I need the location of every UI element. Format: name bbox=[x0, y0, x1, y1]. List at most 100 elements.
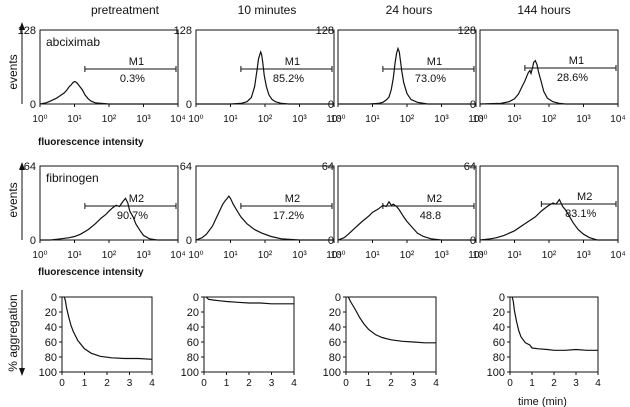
histogram-curve bbox=[479, 59, 618, 105]
x-tick-label: 10³ bbox=[136, 250, 151, 261]
x-tick-label: 10⁴ bbox=[170, 250, 185, 261]
gate-name-label: M2 bbox=[285, 193, 300, 205]
x-tick-label: 10¹ bbox=[223, 114, 238, 125]
y-tick-label: 80 bbox=[45, 352, 57, 364]
x-tick-label: 10⁰ bbox=[330, 250, 345, 261]
x-tick-label: 0 bbox=[59, 378, 65, 389]
y-tick-label: 64 bbox=[24, 161, 36, 173]
x-tick-label: 1 bbox=[366, 378, 372, 389]
panel-label-fibrinogen: fibrinogen bbox=[46, 171, 99, 185]
gate-name-label: M1 bbox=[427, 56, 442, 68]
y-tick-label: 64 bbox=[464, 161, 476, 173]
histogram-curve bbox=[337, 200, 476, 241]
x-tick-label: 10² bbox=[102, 250, 117, 261]
y-tick-label: 0 bbox=[328, 99, 334, 111]
events-arrowhead-row1 bbox=[19, 22, 25, 30]
x-tick-label: 10¹ bbox=[67, 114, 82, 125]
gate-percentage-label: 28.6% bbox=[557, 72, 588, 84]
gate-percentage-label: 73.0% bbox=[415, 73, 446, 85]
x-tick-label: 10² bbox=[102, 114, 117, 125]
gate-percentage-label: 90.7% bbox=[117, 210, 148, 222]
panel-frame bbox=[509, 296, 599, 373]
x-tick-label: 10⁰ bbox=[472, 250, 487, 261]
histogram-panel-abciximab-1: 128 0 10⁰ 10¹ 10² 10³ 10⁴ M1 85.2% bbox=[174, 25, 342, 125]
x-tick-label: 10³ bbox=[576, 250, 591, 261]
y-tick-label: 80 bbox=[329, 352, 341, 364]
x-tick-label: 4 bbox=[595, 378, 601, 389]
y-tick-label: 20 bbox=[45, 307, 57, 319]
y-tick-label: 60 bbox=[493, 337, 505, 349]
y-tick-label: 0 bbox=[470, 99, 476, 111]
panel-frame bbox=[61, 296, 153, 373]
gate-name-label: M2 bbox=[577, 191, 592, 203]
histogram-panel-abciximab-0: 128 0 10⁰ 10¹ 10² 10³ 10⁴ M1 0.3% abciximab bbox=[18, 25, 186, 125]
x-tick-label: 10³ bbox=[434, 250, 449, 261]
y-tick-label: 0 bbox=[499, 292, 505, 304]
x-tick-label: 10⁰ bbox=[472, 114, 487, 125]
x-tick-label: 10¹ bbox=[507, 250, 522, 261]
x-tick-label: 10² bbox=[542, 250, 557, 261]
gate-name-label: M2 bbox=[129, 193, 144, 205]
x-tick-label: 10² bbox=[400, 114, 415, 125]
x-tick-label: 10² bbox=[258, 250, 273, 261]
y-tick-label: 20 bbox=[187, 307, 199, 319]
aggregation-curve bbox=[205, 296, 294, 305]
x-tick-label: 1 bbox=[224, 378, 230, 389]
y-tick-label: 0 bbox=[30, 235, 36, 247]
y-tick-label: 128 bbox=[18, 25, 36, 37]
x-tick-label: 10⁴ bbox=[170, 114, 185, 125]
panel-frame bbox=[479, 29, 619, 105]
x-tick-label: 10² bbox=[258, 114, 273, 125]
y-tick-label: 20 bbox=[329, 307, 341, 319]
x-tick-label: 1 bbox=[82, 378, 88, 389]
x-tick-label: 10¹ bbox=[365, 114, 380, 125]
y-tick-label: 80 bbox=[493, 352, 505, 364]
histogram-curve bbox=[338, 46, 476, 105]
y-tick-label: 20 bbox=[493, 307, 505, 319]
aggregation-curve bbox=[347, 296, 436, 344]
y-tick-label: 0 bbox=[30, 99, 36, 111]
y-tick-label: 0 bbox=[186, 99, 192, 111]
x-tick-label: 10⁴ bbox=[610, 114, 625, 125]
y-tick-label: 100 bbox=[323, 367, 341, 379]
gate-name-label: M1 bbox=[569, 55, 584, 67]
column-titles: pretreatment 10 minutes 24 hours 144 hou… bbox=[91, 3, 571, 17]
y-tick-label: 64 bbox=[322, 161, 334, 173]
panel-frame bbox=[195, 165, 335, 241]
aggregation-label: % aggregation bbox=[6, 294, 20, 371]
y-tick-label: 60 bbox=[329, 337, 341, 349]
y-tick-label: 100 bbox=[39, 367, 57, 379]
x-tick-label: 10¹ bbox=[67, 250, 82, 261]
y-tick-label: 0 bbox=[51, 292, 57, 304]
time-caption: time (min) bbox=[518, 396, 567, 407]
x-tick-label: 10⁰ bbox=[32, 250, 47, 261]
x-tick-label: 0 bbox=[201, 378, 207, 389]
y-tick-label: 40 bbox=[493, 322, 505, 334]
x-tick-label: 2 bbox=[388, 378, 394, 389]
x-tick-label: 10³ bbox=[292, 114, 307, 125]
x-tick-label: 3 bbox=[411, 378, 417, 389]
y-tick-label: 80 bbox=[187, 352, 199, 364]
y-tick-label: 40 bbox=[45, 322, 57, 334]
column-title-144-hours: 144 hours bbox=[517, 3, 570, 17]
histogram-panel-fibrinogen-3: 64 0 10⁰ 10¹ 10² 10³ 10⁴ M2 83.1% bbox=[464, 161, 626, 261]
histogram-curve bbox=[195, 195, 334, 241]
row-axis-labels: events events % aggregation fluorescence… bbox=[6, 22, 567, 407]
histogram-panel-fibrinogen-1: 64 0 10⁰ 10¹ 10² 10³ 10⁴ M2 17.2% bbox=[180, 161, 342, 261]
x-tick-label: 10⁰ bbox=[330, 114, 345, 125]
y-tick-label: 100 bbox=[181, 367, 199, 379]
x-tick-label: 10⁴ bbox=[468, 114, 483, 125]
panel-frame bbox=[479, 165, 619, 241]
x-tick-label: 2 bbox=[246, 378, 252, 389]
panel-frame bbox=[195, 29, 335, 105]
histogram-curve bbox=[196, 50, 334, 105]
panel-frame bbox=[203, 296, 295, 373]
x-tick-label: 10⁰ bbox=[188, 114, 203, 125]
y-tick-label: 40 bbox=[329, 322, 341, 334]
panel-frame bbox=[345, 296, 437, 373]
aggregation-curve bbox=[511, 296, 598, 351]
